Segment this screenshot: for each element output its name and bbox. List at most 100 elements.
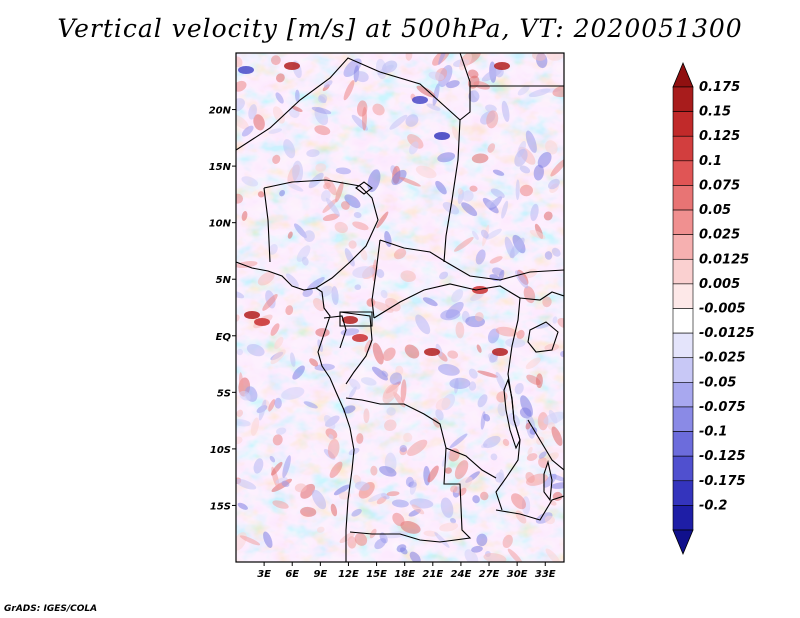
field-blob	[281, 386, 305, 400]
field-blob	[348, 386, 357, 399]
field-blob	[560, 351, 564, 358]
field-blob	[315, 328, 330, 337]
field-blob	[236, 409, 244, 417]
field-blob	[405, 476, 414, 488]
field-blob	[529, 229, 546, 240]
field-blob	[268, 128, 282, 134]
field-blob	[343, 58, 362, 78]
field-blob	[344, 248, 355, 267]
border-zambia-mozambique	[495, 495, 564, 521]
field-blob	[279, 190, 286, 197]
field-blob	[292, 365, 305, 380]
border-chad-sudan	[443, 119, 461, 263]
field-blob	[327, 438, 340, 459]
colorbar-swatch	[672, 505, 694, 531]
field-blob	[303, 230, 315, 242]
field-blob	[236, 436, 243, 445]
field-blob	[405, 53, 413, 61]
colorbar-swatch	[672, 431, 694, 457]
field-blob	[453, 236, 474, 252]
field-blob	[449, 433, 468, 449]
lat-tick-label: 5N	[216, 275, 232, 286]
border-car-drc	[373, 283, 521, 319]
field-blob	[551, 426, 563, 446]
field-blob	[495, 326, 518, 337]
field-blob	[509, 237, 525, 258]
field-core	[254, 318, 270, 326]
field-blob	[272, 106, 285, 124]
map-frame	[235, 52, 565, 563]
colorbar-swatch	[672, 455, 694, 482]
field-blob	[317, 94, 328, 104]
field-blob	[535, 323, 551, 329]
field-blob	[268, 399, 276, 412]
border-angola-drc	[345, 397, 497, 479]
field-blob	[257, 271, 275, 286]
field-blob	[352, 221, 369, 231]
field-blob	[502, 438, 510, 447]
colorbar-swatch	[672, 135, 694, 162]
field-blob	[246, 344, 265, 357]
colorbar-label: -0.075	[699, 400, 746, 415]
field-blob	[542, 296, 552, 308]
field-blob	[330, 503, 338, 517]
colorbar-swatch	[672, 86, 694, 112]
colorbar-label: 0.175	[699, 80, 740, 95]
field-blob	[382, 383, 398, 404]
lon-tick-label: 6E	[285, 569, 299, 580]
field-blob	[344, 194, 361, 209]
field-blob	[474, 312, 484, 322]
field-blob	[526, 473, 548, 486]
field-blob	[292, 160, 304, 184]
field-blob	[480, 491, 489, 501]
field-blob	[468, 368, 478, 379]
field-core	[494, 62, 510, 70]
colorbar-swatch	[672, 308, 694, 334]
field-blob	[551, 247, 561, 257]
field-blob	[437, 152, 456, 163]
colorbar: 0.175 0.15 0.125 0.1 0.075 0.05 0.025 0.0125 0.0…	[672, 61, 755, 556]
field-blob	[507, 548, 523, 562]
lat-tick-label: 10N	[209, 219, 232, 230]
field-blob	[348, 240, 357, 249]
field-blob	[275, 73, 285, 83]
field-blob	[544, 343, 560, 352]
field-blob	[270, 55, 281, 66]
field-blob	[526, 453, 538, 461]
field-blob	[408, 141, 419, 155]
field-blob	[316, 526, 325, 533]
field-blob	[525, 422, 531, 430]
colorbar-swatch	[672, 234, 694, 260]
lon-tick-label: 15E	[366, 569, 387, 580]
field-blob	[552, 316, 558, 324]
field-blob	[363, 408, 370, 424]
field-blob	[295, 89, 300, 102]
coastline-west	[236, 261, 355, 562]
field-blob	[248, 104, 257, 120]
colorbar-swatch	[672, 480, 694, 506]
field-blob	[439, 271, 449, 280]
lon-tick-label: 12E	[338, 569, 359, 580]
colorbar-bottom-arrow	[672, 529, 694, 556]
field-blob	[314, 363, 335, 371]
field-blob	[457, 188, 463, 195]
field-blob	[477, 370, 499, 378]
border-nigeria-north	[263, 179, 361, 189]
field-blob	[236, 193, 244, 204]
field-blob	[354, 71, 369, 83]
field-blob	[371, 366, 388, 381]
field-blob	[492, 169, 505, 176]
field-blob	[376, 211, 389, 229]
field-blob	[263, 531, 273, 549]
field-blob	[391, 499, 409, 508]
field-blob	[435, 397, 451, 411]
field-blob	[407, 134, 424, 149]
field-blob	[306, 277, 325, 291]
field-blob	[476, 533, 488, 547]
field-blob	[303, 401, 318, 409]
field-blob	[269, 455, 276, 463]
colorbar-swatch	[672, 111, 694, 137]
colorbar-swatch	[672, 406, 694, 432]
field-blob	[485, 104, 497, 113]
field-blob	[268, 244, 278, 255]
